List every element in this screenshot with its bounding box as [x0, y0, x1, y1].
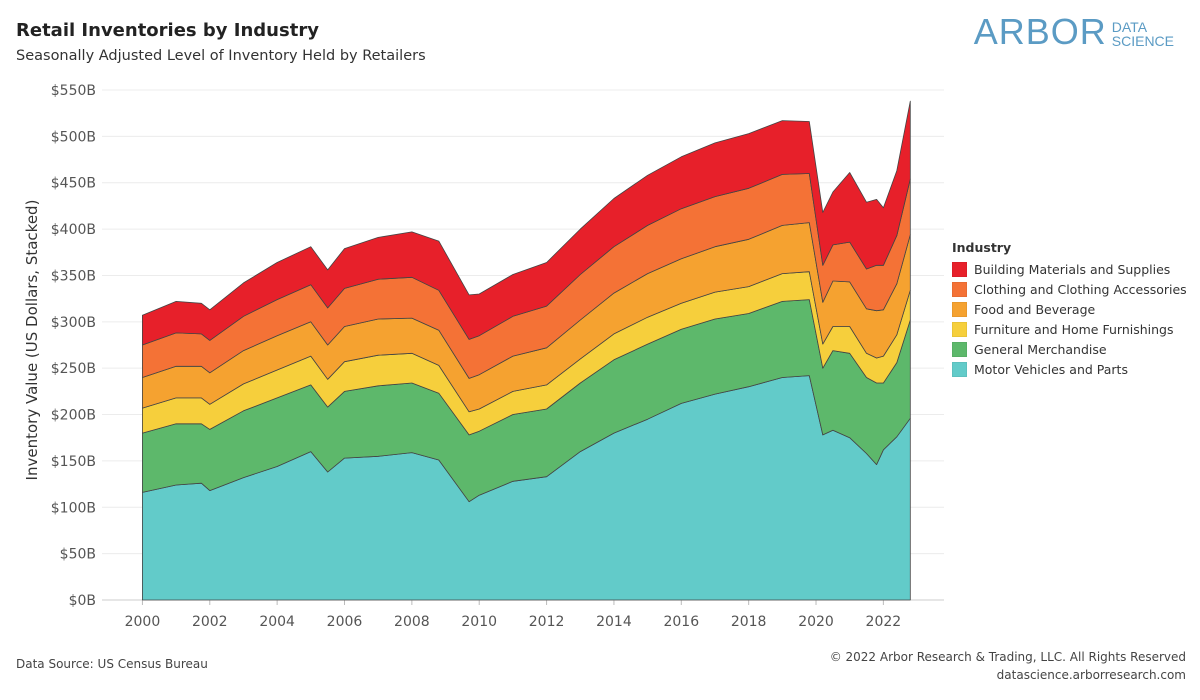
- x-tick-label: 2022: [866, 614, 902, 630]
- legend-item: Furniture and Home Furnishings: [952, 319, 1187, 339]
- logo-word: ARBOR: [973, 11, 1107, 52]
- website-text: datascience.arborresearch.com: [996, 668, 1186, 682]
- legend-items: Building Materials and Supplies Clothing …: [952, 259, 1187, 379]
- y-tick-label: $50B: [60, 547, 96, 563]
- y-tick-label: $300B: [51, 315, 96, 331]
- area-building-materials-and-supplies: [142, 100, 911, 346]
- y-tick-label: $250B: [51, 361, 96, 377]
- y-tick-label: $550B: [51, 83, 96, 99]
- logo-line-1: DATA: [1111, 19, 1148, 35]
- legend-swatch: [952, 261, 967, 277]
- legend-label: Food and Beverage: [974, 301, 1096, 317]
- x-tick-label: 2006: [327, 614, 363, 630]
- legend-label: General Merchandise: [974, 341, 1107, 357]
- legend-label: Furniture and Home Furnishings: [974, 321, 1174, 337]
- y-tick-label: $0B: [69, 593, 96, 609]
- y-tick-label: $150B: [51, 454, 96, 470]
- logo-line-2: SCIENCE: [1111, 33, 1174, 49]
- legend-swatch: [952, 321, 967, 337]
- footer-credits: © 2022 Arbor Research & Trading, LLC. Al…: [830, 648, 1186, 684]
- y-tick-label: $100B: [51, 500, 96, 516]
- x-tick-label: 2002: [192, 614, 228, 630]
- legend-item: General Merchandise: [952, 339, 1187, 359]
- x-tick-label: 2004: [259, 614, 295, 630]
- legend-item: Motor Vehicles and Parts: [952, 359, 1187, 379]
- x-tick-label: 2008: [394, 614, 430, 630]
- legend-swatch: [952, 361, 967, 377]
- legend-item: Food and Beverage: [952, 299, 1187, 319]
- x-tick-label: 2012: [529, 614, 565, 630]
- y-tick-label: $350B: [51, 268, 96, 284]
- legend-swatch: [952, 301, 967, 317]
- legend-label: Motor Vehicles and Parts: [974, 361, 1128, 377]
- legend-item: Clothing and Clothing Accessories: [952, 279, 1187, 299]
- y-tick-label: $200B: [51, 408, 96, 424]
- chart-title: Retail Inventories by Industry: [16, 20, 319, 41]
- y-tick-label: $500B: [51, 129, 96, 145]
- legend-swatch: [952, 281, 967, 297]
- copyright-text: © 2022 Arbor Research & Trading, LLC. Al…: [829, 650, 1186, 664]
- legend-label: Building Materials and Supplies: [974, 261, 1171, 277]
- x-tick-label: 2016: [663, 614, 699, 630]
- data-source: Data Source: US Census Bureau: [16, 657, 208, 671]
- x-tick-label: 2000: [125, 614, 161, 630]
- legend-label: Clothing and Clothing Accessories: [974, 281, 1187, 297]
- x-tick-label: 2014: [596, 614, 632, 630]
- x-tick-label: 2020: [798, 614, 834, 630]
- legend: Industry Building Materials and Supplies…: [952, 240, 1187, 379]
- chart-subtitle: Seasonally Adjusted Level of Inventory H…: [16, 48, 426, 64]
- logo-subtitle: DATA SCIENCE: [1112, 20, 1174, 48]
- legend-item: Building Materials and Supplies: [952, 259, 1187, 279]
- legend-swatch: [952, 341, 967, 357]
- y-tick-label: $450B: [51, 176, 96, 192]
- x-tick-label: 2010: [461, 614, 497, 630]
- arbor-logo: ARBOR DATA SCIENCE: [974, 12, 1174, 52]
- y-tick-label: $400B: [51, 222, 96, 238]
- x-tick-label: 2018: [731, 614, 767, 630]
- legend-title: Industry: [952, 240, 1012, 255]
